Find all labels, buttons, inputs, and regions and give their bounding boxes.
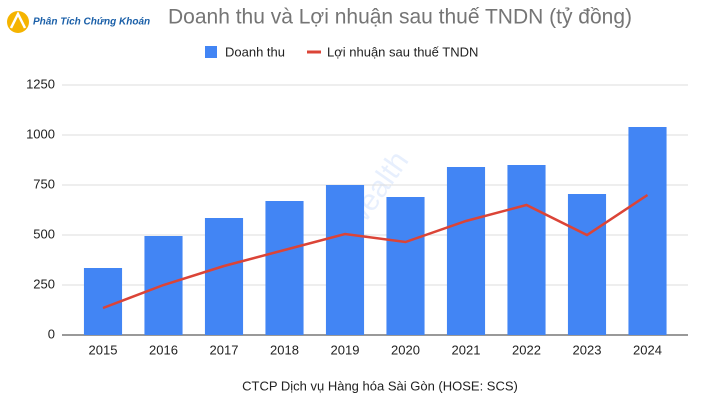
logo-text: Phân Tích Chứng Khoán — [33, 17, 150, 28]
x-axis-title: CTCP Dịch vụ Hàng hóa Sài Gòn (HOSE: SCS… — [242, 378, 518, 393]
bar — [446, 167, 486, 335]
legend-label: Doanh thu — [225, 44, 285, 59]
y-tick-label: 750 — [33, 176, 55, 191]
x-tick-label: 2023 — [573, 342, 602, 357]
x-tick-label: 2024 — [633, 342, 662, 357]
x-tick-label: 2015 — [89, 342, 118, 357]
x-tick-label: 2022 — [512, 342, 541, 357]
bar — [628, 127, 667, 335]
legend-swatch — [205, 46, 217, 58]
y-tick-label: 250 — [33, 276, 55, 291]
x-tick-label: 2017 — [210, 342, 239, 357]
x-tick-label: 2019 — [331, 342, 360, 357]
bar — [567, 194, 607, 335]
y-tick-label: 1250 — [26, 76, 55, 91]
y-tick-label: 1000 — [26, 126, 55, 141]
logo: Phân Tích Chứng Khoán — [7, 11, 150, 33]
x-tick-label: 2020 — [391, 342, 420, 357]
x-tick-label: 2016 — [149, 342, 178, 357]
y-tick-label: 0 — [48, 326, 55, 341]
legend-label: Lợi nhuận sau thuế TNDN — [327, 44, 478, 59]
x-tick-label: 2018 — [270, 342, 299, 357]
bar — [386, 197, 425, 335]
line — [102, 193, 649, 310]
logo-icon-mark — [9, 11, 27, 29]
bar — [265, 201, 304, 335]
chart-title: Doanh thu và Lợi nhuận sau thuế TNDN (tỷ… — [168, 6, 632, 29]
bar — [507, 165, 546, 335]
bar — [325, 185, 365, 335]
bar — [204, 218, 244, 335]
bar — [83, 268, 123, 335]
y-tick-label: 500 — [33, 226, 55, 241]
x-tick-label: 2021 — [452, 342, 481, 357]
